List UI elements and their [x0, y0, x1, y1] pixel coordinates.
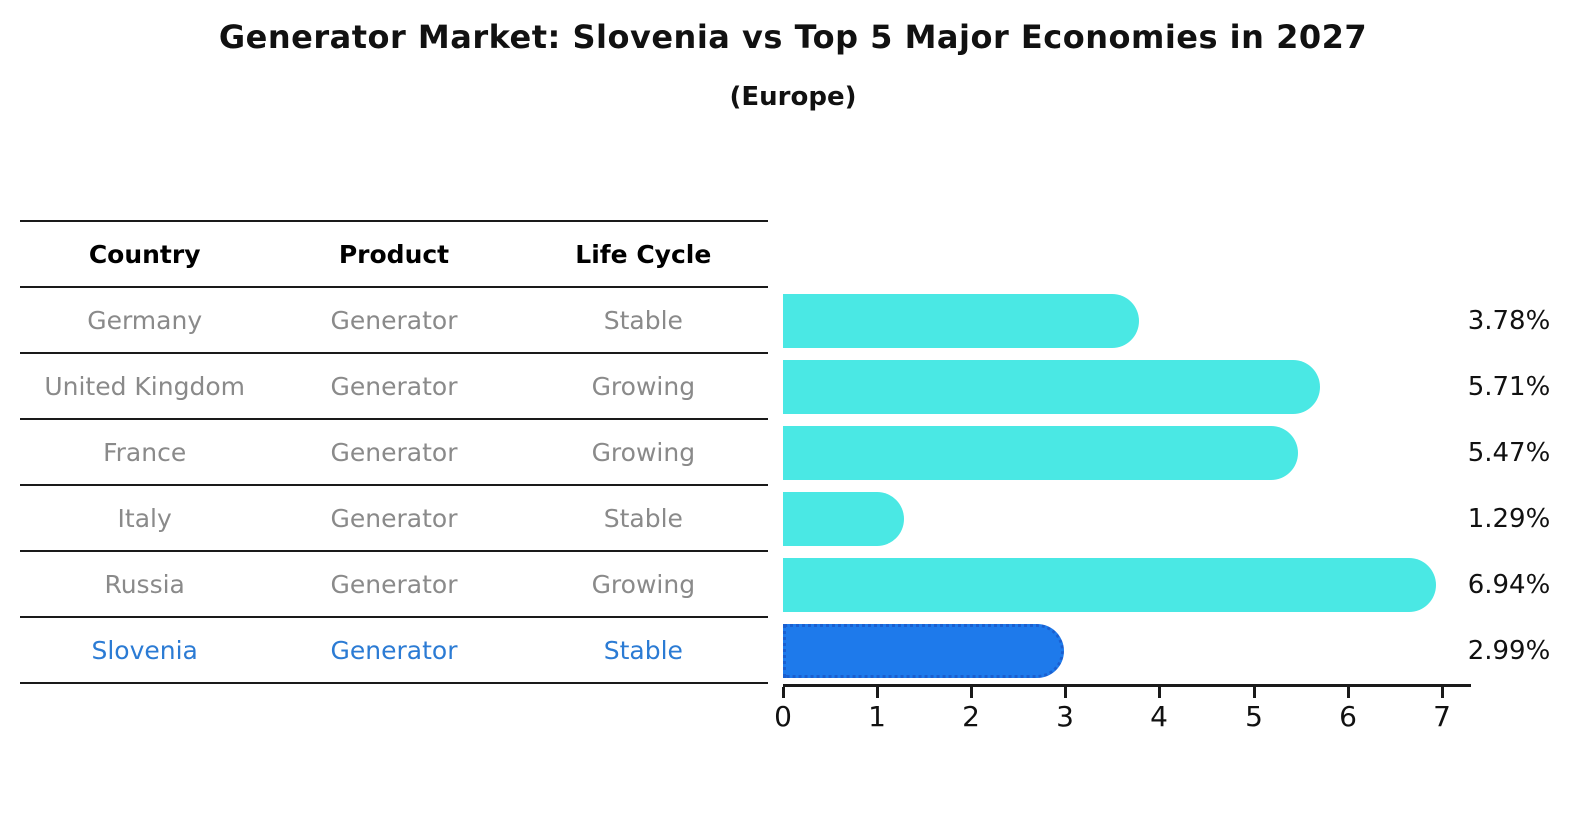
table-cell-product: Generator [330, 503, 458, 533]
x-axis-tick-label: 3 [1056, 700, 1074, 733]
x-axis-tick-label: 7 [1433, 700, 1451, 733]
x-axis-tick [1253, 687, 1256, 698]
bar-row [783, 486, 1483, 552]
table-cell-country: United Kingdom [44, 371, 245, 401]
table-cell-lifecycle: Stable [603, 305, 683, 335]
table-cell-lifecycle: Growing [591, 437, 696, 467]
x-axis-tick-label: 0 [774, 700, 792, 733]
x-axis-tick-label: 5 [1245, 700, 1263, 733]
bar-value-label: 6.94% [1467, 570, 1551, 600]
table-cell-product: Generator [330, 569, 458, 599]
bar-row [783, 618, 1483, 684]
table-row: France Generator Growing [20, 420, 768, 486]
bar-value-label: 3.78% [1467, 306, 1551, 336]
table-header-country: Country [88, 239, 201, 269]
bar [783, 624, 1064, 678]
x-axis-line [783, 684, 1471, 687]
table-cell-product: Generator [330, 437, 458, 467]
table-cell-lifecycle: Stable [603, 635, 683, 665]
bar [783, 558, 1436, 612]
x-axis-tick [1158, 687, 1161, 698]
x-axis-tick [782, 687, 785, 698]
table-cell-lifecycle: Growing [591, 569, 696, 599]
table-row: Italy Generator Stable [20, 486, 768, 552]
bar [783, 360, 1320, 414]
x-axis-tick-label: 6 [1339, 700, 1357, 733]
bar-row [783, 354, 1483, 420]
bar-value-label: 1.29% [1467, 504, 1551, 534]
table-cell-country: Slovenia [91, 635, 198, 665]
x-axis-tick-label: 1 [868, 700, 886, 733]
table-row: United Kingdom Generator Growing [20, 354, 768, 420]
bar-plot [783, 288, 1483, 684]
table-header-lifecycle: Life Cycle [575, 239, 712, 269]
table-cell-product: Generator [330, 371, 458, 401]
x-axis-tick [1441, 687, 1444, 698]
x-axis-tick [1064, 687, 1067, 698]
x-axis-tick [1347, 687, 1350, 698]
table-header-row: Country Product Life Cycle [20, 222, 768, 288]
table-cell-product: Generator [330, 305, 458, 335]
x-axis-tick-label: 4 [1150, 700, 1168, 733]
bar-value-label: 2.99% [1467, 636, 1551, 666]
table-header-product: Product [338, 239, 450, 269]
table-cell-country: Germany [87, 305, 203, 335]
chart-title: Generator Market: Slovenia vs Top 5 Majo… [218, 18, 1368, 56]
bar [783, 426, 1298, 480]
x-axis-tick [970, 687, 973, 698]
table-cell-country: Italy [117, 503, 172, 533]
country-table: Country Product Life Cycle Germany Gener… [20, 220, 768, 684]
table-cell-country: Russia [104, 569, 185, 599]
bar [783, 492, 904, 546]
bar [783, 294, 1139, 348]
table-cell-lifecycle: Growing [591, 371, 696, 401]
chart-subtitle: (Europe) [729, 82, 857, 112]
bar-row [783, 288, 1483, 354]
x-axis-tick [876, 687, 879, 698]
table-cell-lifecycle: Stable [603, 503, 683, 533]
bar-value-label: 5.47% [1467, 438, 1551, 468]
bar-row [783, 420, 1483, 486]
table-cell-country: France [103, 437, 187, 467]
bar-row [783, 552, 1483, 618]
table-cell-product: Generator [330, 635, 458, 665]
x-axis-tick-label: 2 [962, 700, 980, 733]
table-row: Slovenia Generator Stable [20, 618, 768, 684]
table-body: Germany Generator Stable United Kingdom … [20, 288, 768, 684]
table-row: Germany Generator Stable [20, 288, 768, 354]
bar-value-label: 5.71% [1467, 372, 1551, 402]
table-row: Russia Generator Growing [20, 552, 768, 618]
